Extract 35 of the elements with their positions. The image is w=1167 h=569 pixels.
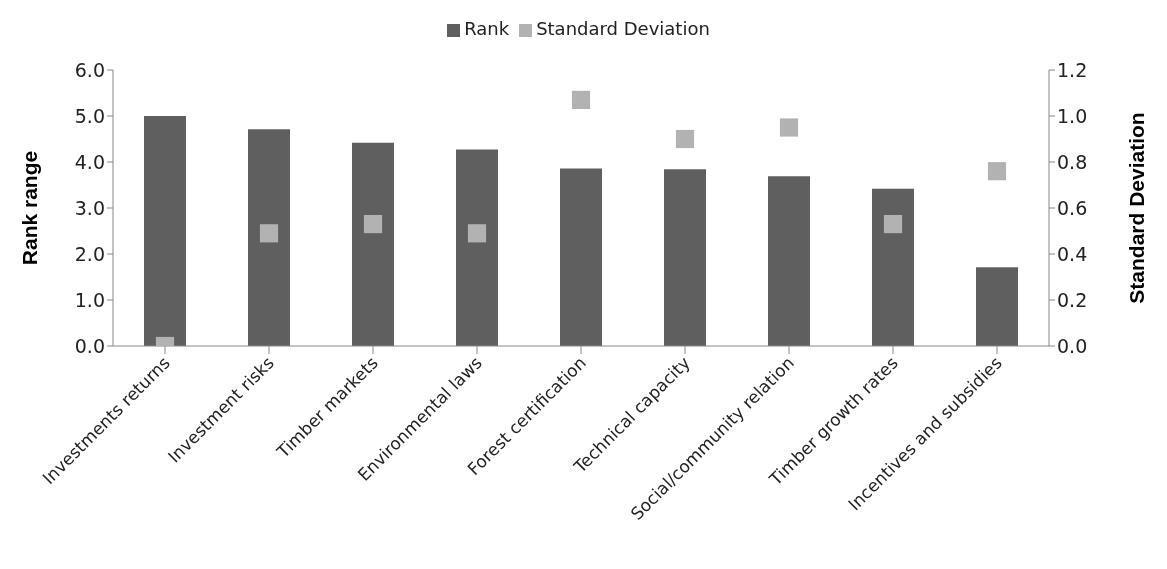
y2-tick-label: 1.2 bbox=[1057, 58, 1088, 81]
y-tick-label: 4.0 bbox=[74, 150, 105, 173]
y2-tick-label: 0.4 bbox=[1057, 242, 1088, 265]
y2-tick-label: 0.2 bbox=[1057, 288, 1088, 311]
y2-tick-label: 1.0 bbox=[1057, 104, 1088, 127]
bar bbox=[144, 116, 186, 346]
legend-label: Rank bbox=[464, 18, 510, 39]
bar bbox=[768, 176, 810, 346]
bar bbox=[456, 149, 498, 346]
y2-tick-label: 0.0 bbox=[1057, 334, 1088, 357]
y-axis-title: Rank range bbox=[18, 150, 42, 266]
bar bbox=[248, 129, 290, 346]
point bbox=[883, 215, 903, 234]
point bbox=[779, 118, 799, 137]
point bbox=[675, 129, 695, 149]
y2-tick-label: 0.6 bbox=[1057, 196, 1088, 219]
point bbox=[571, 90, 591, 109]
y2-axis-title: Standard Deviation bbox=[1125, 112, 1149, 304]
y-tick-label: 6.0 bbox=[74, 58, 105, 81]
point bbox=[467, 224, 487, 243]
legend-label: Standard Deviation bbox=[536, 18, 710, 39]
point bbox=[363, 215, 383, 234]
bar bbox=[352, 142, 394, 346]
y-tick-label: 0.0 bbox=[74, 334, 105, 357]
bar bbox=[664, 169, 706, 346]
bar bbox=[872, 188, 914, 346]
y-tick-label: 5.0 bbox=[74, 104, 105, 127]
point bbox=[259, 224, 279, 243]
point bbox=[987, 162, 1007, 181]
y-tick-label: 1.0 bbox=[74, 288, 105, 311]
y-tick-label: 3.0 bbox=[74, 196, 105, 219]
y2-tick-label: 0.8 bbox=[1057, 150, 1088, 173]
bar bbox=[976, 267, 1018, 346]
y-tick-label: 2.0 bbox=[74, 242, 105, 265]
bar bbox=[560, 168, 602, 346]
